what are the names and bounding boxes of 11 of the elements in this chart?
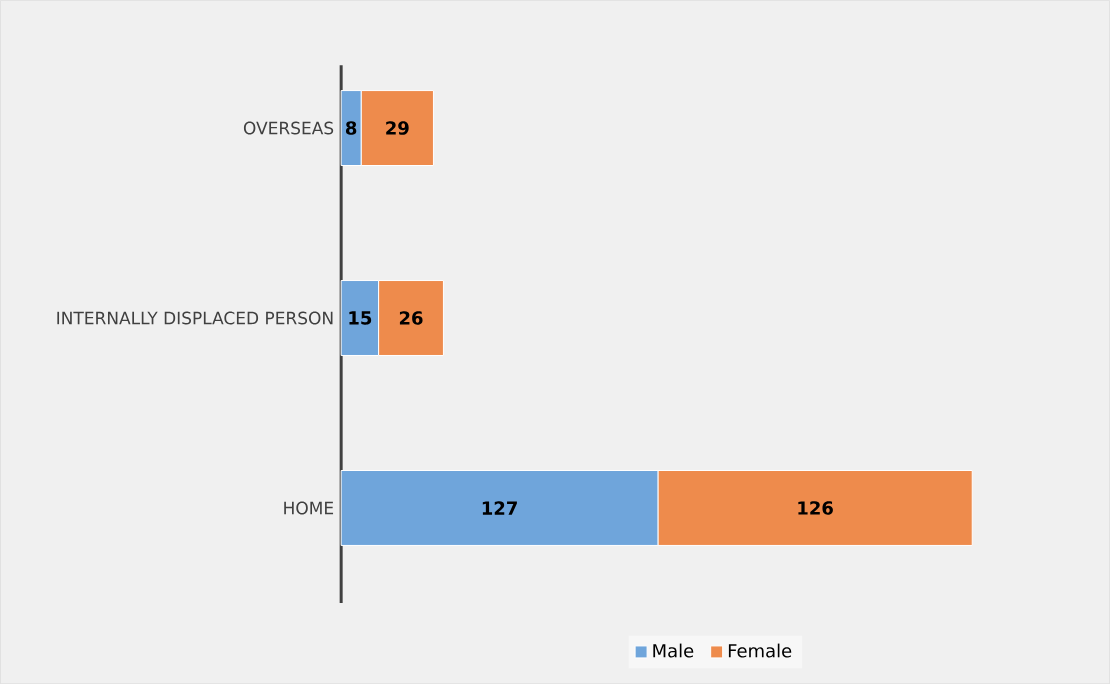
data-label: 8 (345, 121, 357, 135)
data-label: 26 (399, 311, 423, 325)
y-tick-label: HOME (284, 501, 334, 515)
data-label: 15 (349, 311, 372, 325)
data-label: 126 (798, 501, 833, 515)
legend-label: Male (653, 643, 694, 658)
data-label: 127 (482, 501, 517, 515)
y-tick-label: OVERSEAS (243, 121, 334, 135)
data-label: 29 (386, 121, 409, 135)
y-tick-label: INTERNALLY DISPLACED PERSON (57, 311, 333, 325)
legend-label: Female (728, 643, 792, 658)
